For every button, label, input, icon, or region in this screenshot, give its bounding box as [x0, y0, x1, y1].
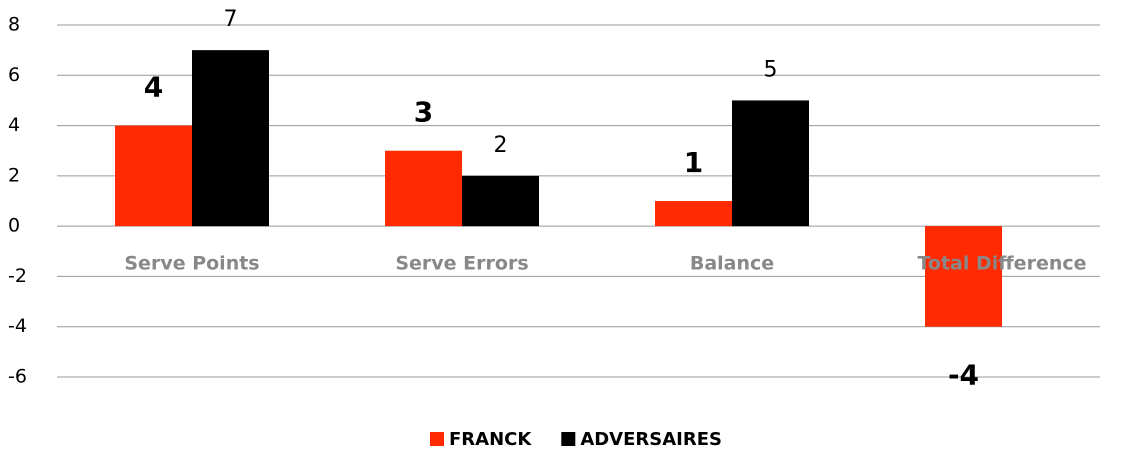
data-label: 2 [494, 133, 508, 158]
bar [732, 100, 809, 227]
bar [115, 125, 192, 227]
x-tick-label: Balance [690, 253, 774, 275]
y-tick-label: -6 [8, 366, 27, 388]
bar [192, 50, 269, 227]
x-tick-label: Total Difference [917, 253, 1086, 275]
bar [462, 175, 539, 227]
legend-label: ADVERSAIRES [580, 429, 722, 450]
x-tick-label: Serve Points [124, 253, 259, 275]
y-tick-label: 0 [8, 215, 20, 237]
data-label: 1 [684, 146, 703, 179]
bar [655, 201, 732, 227]
data-label: 4 [144, 71, 163, 104]
data-label: -4 [948, 359, 979, 392]
bar [385, 150, 462, 227]
data-label: 3 [414, 96, 433, 129]
y-tick-label: -2 [8, 265, 27, 287]
y-tick-label: 8 [8, 14, 20, 36]
legend-label: FRANCK [449, 429, 532, 450]
legend-swatch [430, 432, 444, 446]
y-tick-label: 2 [8, 164, 20, 186]
y-tick-label: 6 [8, 64, 20, 86]
bar [925, 226, 1002, 327]
data-label: 5 [764, 57, 778, 82]
y-tick-label: -4 [8, 315, 27, 337]
x-tick-label: Serve Errors [395, 253, 528, 275]
legend-swatch [561, 432, 576, 446]
data-label: 7 [224, 7, 238, 32]
y-tick-label: 4 [8, 114, 20, 136]
